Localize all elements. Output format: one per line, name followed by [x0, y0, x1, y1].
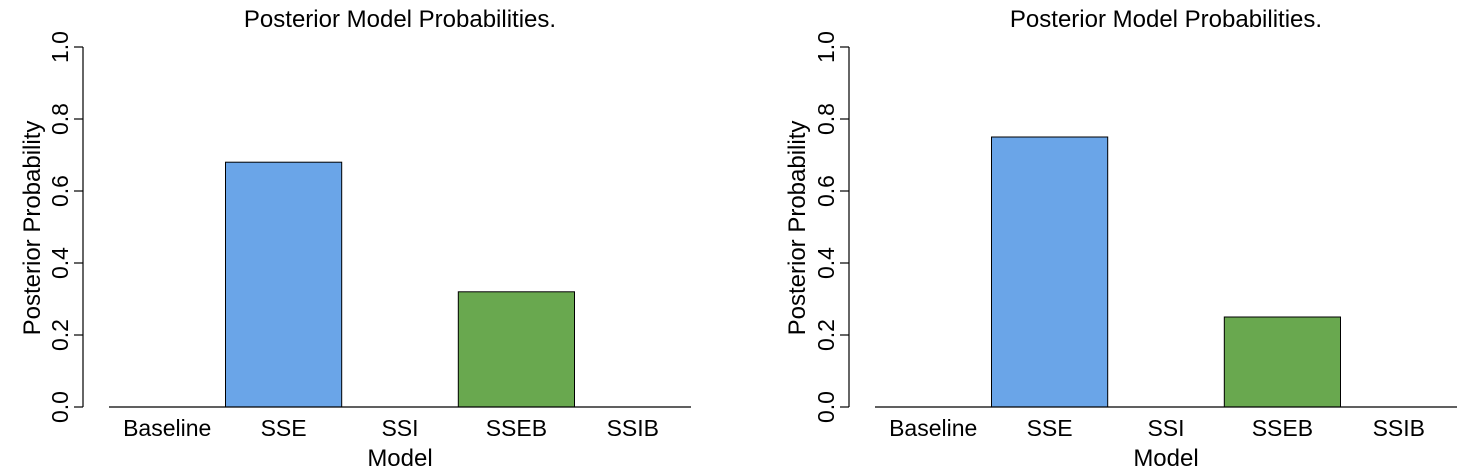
y-tick-label: 1.0 — [813, 31, 839, 63]
x-tick-label: SSIB — [1373, 415, 1425, 441]
bar-sseb — [1223, 316, 1342, 408]
chart-title: Posterior Model Probabilities. — [244, 6, 556, 33]
y-tick-label: 0.4 — [47, 247, 73, 279]
y-tick-label: 0.8 — [47, 103, 73, 135]
y-tick-label: 0.6 — [813, 175, 839, 207]
x-tick-label: Baseline — [889, 415, 977, 441]
y-tick-label: 0.2 — [813, 319, 839, 351]
x-tick-label: Baseline — [123, 415, 211, 441]
x-tick-label: SSEB — [486, 415, 547, 441]
y-tick-label: 0.0 — [813, 391, 839, 423]
chart-panel-right: Posterior Model Probabilities. Posterior… — [784, 6, 1457, 468]
bar-sse — [991, 136, 1109, 408]
x-tick-label: SSE — [261, 415, 307, 441]
bar-group — [225, 161, 575, 408]
chart-panel-left: Posterior Model Probabilities. Posterior… — [19, 6, 691, 468]
x-tick-label: SSEB — [1252, 415, 1313, 441]
x-axis-label: Model — [1133, 445, 1198, 468]
x-tick-label: SSI — [1147, 415, 1184, 441]
bar-sse — [225, 161, 343, 408]
y-tick-label: 0.2 — [47, 319, 73, 351]
y-tick-label: 0.0 — [47, 391, 73, 423]
chart-title: Posterior Model Probabilities. — [1010, 6, 1322, 33]
y-tick-label: 0.6 — [47, 175, 73, 207]
y-tick-label: 0.8 — [813, 103, 839, 135]
y-axis-label: Posterior Probability — [784, 121, 811, 336]
category-labels: Baseline SSE SSI SSEB SSIB — [889, 415, 1425, 441]
category-labels: Baseline SSE SSI SSEB SSIB — [123, 415, 659, 441]
bar-sseb — [457, 291, 575, 408]
y-tick-label: 1.0 — [47, 31, 73, 63]
y-axis: 0.0 0.2 0.4 0.6 0.8 1.0 — [813, 31, 850, 423]
x-tick-label: SSE — [1027, 415, 1073, 441]
y-tick-label: 0.4 — [813, 247, 839, 279]
x-tick-label: SSI — [381, 415, 418, 441]
x-axis-label: Model — [367, 445, 432, 468]
y-axis: 0.0 0.2 0.4 0.6 0.8 1.0 — [47, 31, 84, 423]
y-axis-label: Posterior Probability — [19, 121, 46, 336]
x-tick-label: SSIB — [607, 415, 659, 441]
bar-group — [991, 136, 1342, 408]
